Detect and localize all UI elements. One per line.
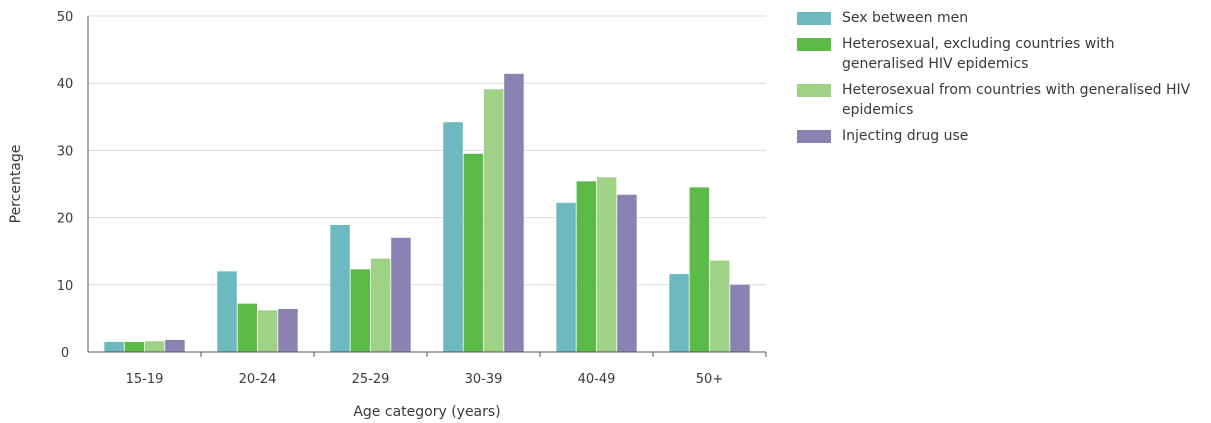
x-tick-label: 50+ xyxy=(696,372,723,387)
bar xyxy=(504,73,524,353)
y-tick-label: 30 xyxy=(57,144,74,159)
bar xyxy=(463,153,484,352)
legend-item: Heterosexual from countries with general… xyxy=(797,80,1197,120)
y-tick-label: 50 xyxy=(57,10,74,25)
y-tick-label: 20 xyxy=(57,212,74,227)
legend-item: Heterosexual, excluding countries with g… xyxy=(797,34,1197,74)
legend-swatch xyxy=(797,130,831,143)
bar xyxy=(165,339,185,352)
bar xyxy=(350,269,371,352)
bar xyxy=(556,202,576,352)
y-tick-label: 40 xyxy=(57,77,74,92)
y-tick-labels: 0 10 20 30 40 50 xyxy=(57,10,74,361)
bar-chart: 0 10 20 30 40 50 15-19 20-24 25-29 30-39 40-49 50+… xyxy=(8,10,767,420)
legend-label: Heterosexual from countries with general… xyxy=(842,82,1191,118)
x-tick-label: 15-19 xyxy=(126,372,164,387)
x-axis-title: Age category (years) xyxy=(353,404,500,420)
bar xyxy=(124,341,145,352)
y-axis-title: Percentage xyxy=(8,145,24,224)
bar xyxy=(669,274,689,352)
legend-item: Injecting drug use xyxy=(797,126,1197,146)
bar xyxy=(370,258,391,352)
bar xyxy=(217,271,237,352)
bar xyxy=(730,284,750,352)
legend-swatch xyxy=(797,38,831,51)
legend-swatch xyxy=(797,84,831,97)
x-tick-labels: 15-19 20-24 25-29 30-39 40-49 50+ xyxy=(126,372,724,387)
bar xyxy=(596,177,617,352)
x-tick-label: 30-39 xyxy=(465,372,503,387)
bar xyxy=(278,308,298,352)
bar xyxy=(391,237,411,352)
legend-label: Injecting drug use xyxy=(842,128,969,144)
x-tick-label: 25-29 xyxy=(352,372,390,387)
chart-legend: Sex between men Heterosexual, excluding c… xyxy=(797,8,1197,152)
legend-swatch xyxy=(797,12,831,25)
x-tick-label: 20-24 xyxy=(239,372,277,387)
y-tick-label: 10 xyxy=(57,279,74,294)
bar xyxy=(237,303,258,352)
legend-label: Sex between men xyxy=(842,10,969,26)
legend-item: Sex between men xyxy=(797,8,1197,28)
bar xyxy=(689,187,710,352)
bars xyxy=(104,73,750,353)
bar xyxy=(576,181,597,352)
bar xyxy=(144,341,165,352)
bar xyxy=(443,122,463,353)
bar xyxy=(709,260,730,352)
axes xyxy=(87,16,767,357)
legend-label: Heterosexual, excluding countries with g… xyxy=(842,36,1115,72)
x-tick-label: 40-49 xyxy=(578,372,616,387)
bar xyxy=(483,89,504,353)
bar xyxy=(617,194,637,352)
bar xyxy=(104,341,124,352)
bar xyxy=(257,310,278,352)
bar xyxy=(330,224,350,352)
gridlines xyxy=(88,15,766,286)
y-tick-label: 0 xyxy=(61,346,69,361)
